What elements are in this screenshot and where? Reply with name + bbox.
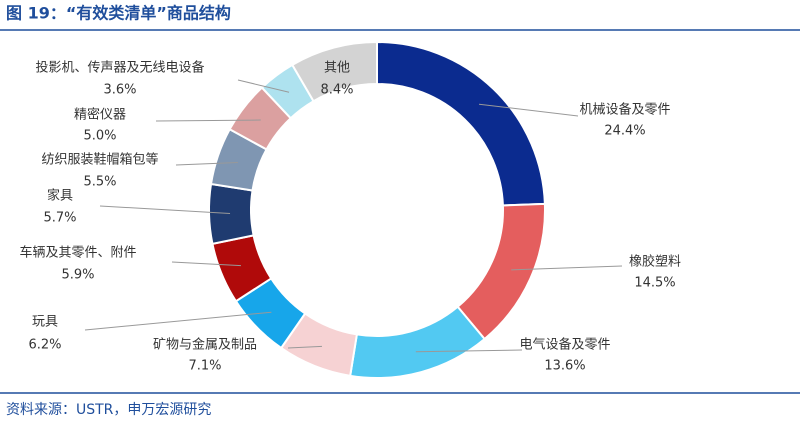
- source: 资料来源：USTR，申万宏源研究: [6, 402, 211, 418]
- value-label: 3.6%: [103, 83, 136, 98]
- value-label: 5.5%: [83, 175, 116, 190]
- donut-segment: [456, 202, 546, 341]
- value-label: 13.6%: [544, 359, 585, 374]
- category-label: 电气设备及零件: [519, 337, 610, 353]
- category-label: 纺织服装鞋帽箱包等: [41, 152, 158, 168]
- category-label: 投影机、传声器及无线电设备: [35, 60, 204, 76]
- value-label: 6.2%: [28, 338, 61, 353]
- category-label: 家具: [47, 188, 73, 204]
- leader-line: [175, 162, 238, 166]
- donut-segment: [376, 40, 546, 207]
- donut-segment: [290, 40, 378, 103]
- value-label: 5.9%: [61, 268, 94, 283]
- value-label: 5.7%: [43, 211, 76, 226]
- category-label: 其他: [324, 61, 350, 76]
- leader-line: [415, 349, 523, 353]
- leader-line: [155, 119, 261, 122]
- category-label: 玩具: [32, 315, 58, 330]
- leader-line: [237, 79, 290, 93]
- value-label: 7.1%: [188, 359, 221, 374]
- category-label: 精密仪器: [74, 107, 126, 123]
- category-label: 车辆及其零件、附件: [19, 245, 136, 261]
- category-label: 橡胶塑料: [629, 254, 681, 270]
- value-label: 14.5%: [634, 276, 675, 291]
- donut-segment: [208, 182, 255, 246]
- category-label: 矿物与金属及制品: [153, 337, 257, 353]
- leader-line: [84, 311, 272, 331]
- value-label: 24.4%: [604, 124, 645, 139]
- leader-line: [99, 205, 231, 214]
- value-label: 8.4%: [320, 83, 353, 98]
- leader-line: [287, 345, 323, 349]
- leader-line: [478, 103, 579, 117]
- donut-segment: [349, 305, 486, 379]
- leader-line: [171, 261, 241, 267]
- chart-title: 图 19：“有效类清单”商品结构: [6, 4, 231, 23]
- leader-line: [511, 265, 623, 271]
- category-label: 机械设备及零件: [579, 102, 670, 118]
- value-label: 5.0%: [83, 129, 116, 144]
